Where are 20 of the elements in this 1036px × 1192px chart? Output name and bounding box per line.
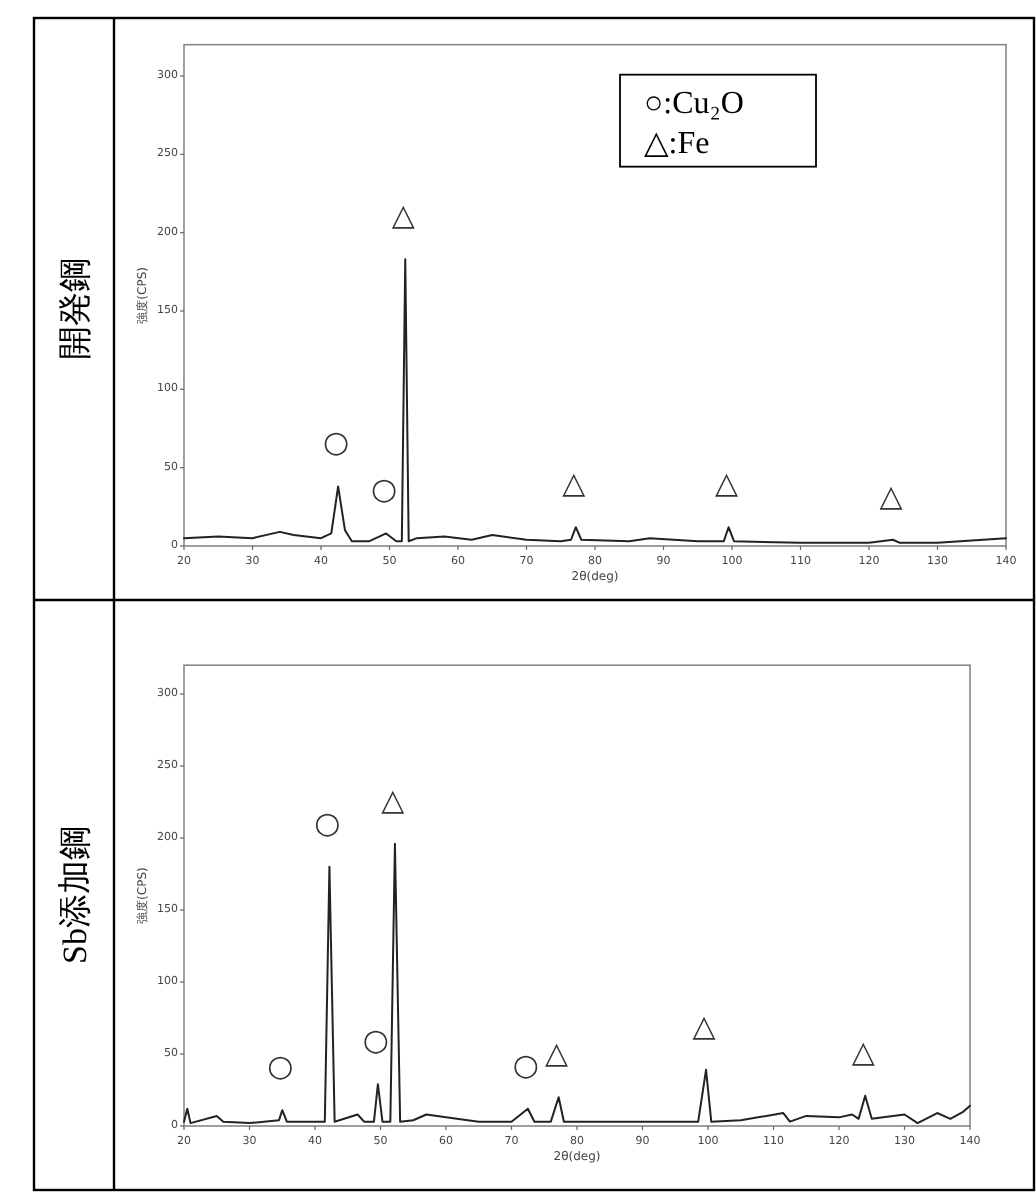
annotation: △: [391, 197, 416, 234]
annotation: ○:Cu₂O: [644, 85, 744, 120]
annotation: ○: [267, 1048, 294, 1085]
annotation: ○: [370, 471, 398, 508]
annotation: △:Fe: [644, 125, 710, 160]
annotation: △: [715, 465, 740, 502]
annotation: △: [562, 465, 587, 502]
annotation: △: [879, 477, 904, 514]
line-series: [183, 842, 971, 1125]
text: 開発鋼: [55, 258, 93, 360]
annotation: △: [692, 1007, 717, 1044]
line-series: [183, 258, 1007, 544]
annotation: ○: [362, 1022, 389, 1059]
annotation: △: [851, 1033, 876, 1070]
text: Sb添加鋼: [55, 826, 93, 964]
annotation: ○: [323, 424, 350, 461]
annotation: ○: [314, 804, 341, 841]
annotation: △: [545, 1035, 570, 1072]
annotation: △: [381, 781, 406, 818]
annotation: ○: [512, 1046, 539, 1083]
